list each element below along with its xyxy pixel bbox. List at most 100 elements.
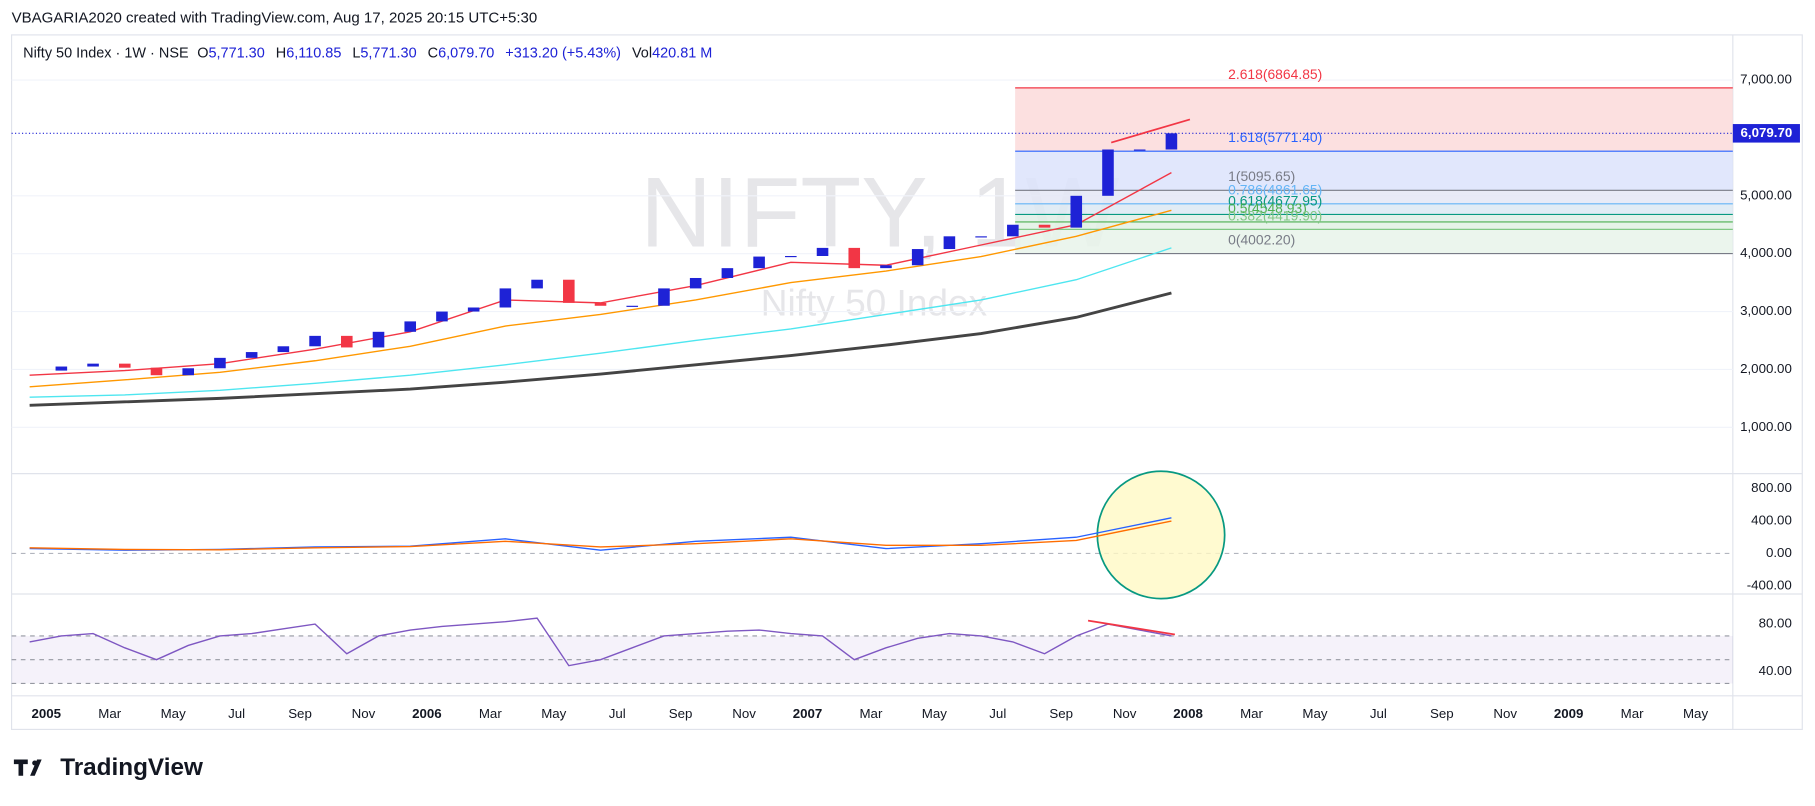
legend: Nifty 50 Index · 1W · NSE O5,771.30 H6,1…	[23, 45, 712, 61]
legend-key: O	[197, 45, 208, 61]
fib-label: 0(4002.20)	[1228, 231, 1295, 247]
candle	[277, 346, 290, 353]
x-tick-label: Jul	[228, 706, 245, 721]
candle	[1133, 149, 1146, 151]
x-tick-label: Jul	[989, 706, 1006, 721]
x-tick-label: Jul	[609, 706, 626, 721]
fib-zone	[1015, 151, 1733, 191]
legend-key: Vol	[632, 45, 652, 61]
y-tick-label: 400.00	[1751, 513, 1792, 528]
candle	[341, 335, 353, 348]
rsi-line	[29, 617, 1172, 667]
legend-value: 6,110.85	[286, 45, 341, 61]
chart-frame	[10, 34, 1803, 731]
candle	[118, 363, 131, 368]
candle	[245, 352, 258, 358]
fib-label: 0.382(4419.90)	[1228, 207, 1322, 223]
legend-symbol: Nifty 50 Index · 1W · NSE	[23, 45, 189, 61]
legend-change: +313.20 (+5.43%)	[505, 45, 621, 61]
candle	[848, 247, 861, 269]
y-tick-label: 0.00	[1766, 545, 1792, 560]
x-tick-label: 2005	[32, 706, 62, 721]
candle	[943, 236, 956, 250]
fib-zone	[1015, 221, 1733, 230]
candle	[467, 307, 480, 312]
legend-key: L	[352, 45, 360, 61]
candle	[721, 268, 734, 278]
y-tick-label: 5,000.00	[1740, 187, 1792, 202]
candle	[563, 279, 575, 303]
trend-line	[1110, 118, 1191, 144]
candle	[975, 236, 987, 238]
legend-value: 5,771.30	[209, 45, 265, 61]
candle	[436, 311, 448, 322]
chart-layer: 7,000.00 5,000.00 4,000.00 3,000.00 2,000.00…	[11, 66, 1800, 721]
logo-icon	[13, 759, 42, 776]
x-tick-label: May	[541, 706, 566, 721]
candle	[1070, 195, 1083, 228]
current-price-box	[1732, 124, 1800, 143]
candle	[911, 249, 924, 266]
candle	[531, 279, 543, 289]
x-tick-label: Sep	[1049, 706, 1073, 721]
x-tick-label: Sep	[1430, 706, 1454, 721]
candle	[404, 321, 417, 332]
x-tick-label: Mar	[479, 706, 502, 721]
x-tick-label: Mar	[98, 706, 121, 721]
candle	[594, 302, 607, 306]
x-tick-label: May	[1683, 706, 1708, 721]
macd-line	[29, 520, 1172, 551]
legend-key: C	[428, 45, 438, 61]
fib-zone	[1015, 190, 1733, 204]
x-tick-label: Sep	[669, 706, 693, 721]
candle	[1038, 224, 1051, 228]
x-tick-label: 2008	[1173, 706, 1203, 721]
logo-text: TradingView	[60, 754, 203, 781]
candle	[880, 265, 892, 269]
credit: VBAGARIA2020 created with TradingView.co…	[12, 10, 538, 27]
fib-zone	[1015, 203, 1733, 215]
legend-key: H	[276, 45, 286, 61]
candle	[55, 366, 68, 371]
candle	[1102, 149, 1114, 196]
x-tick-label: May	[1302, 706, 1327, 721]
fib-label: 0.5(4548.93)	[1228, 200, 1307, 216]
trend-line	[1087, 619, 1176, 636]
y-tick-label: -400.00	[1747, 577, 1792, 592]
candle	[1165, 133, 1178, 150]
x-tick-label: 2007	[793, 706, 823, 721]
legend-value: 420.81 M	[652, 45, 712, 61]
moving-average	[29, 291, 1172, 407]
fib-zone	[1015, 214, 1733, 222]
fib-label: 0.618(4677.95)	[1228, 192, 1322, 208]
candle	[626, 305, 639, 307]
x-tick-label: Jul	[1370, 706, 1387, 721]
candle	[214, 357, 226, 369]
x-tick-label: May	[161, 706, 186, 721]
moving-average	[29, 209, 1172, 388]
rsi-band	[11, 635, 1733, 684]
candle	[309, 335, 321, 347]
x-tick-label: Mar	[1240, 706, 1263, 721]
annotation-circle	[1096, 470, 1226, 600]
x-tick-label: May	[922, 706, 947, 721]
current-price-label: 6,079.70	[1741, 125, 1793, 140]
x-tick-label: Nov	[732, 706, 756, 721]
y-tick-label: 3,000.00	[1740, 303, 1792, 318]
footer-logo: TradingView	[13, 754, 203, 781]
y-tick-label: 7,000.00	[1740, 72, 1792, 87]
y-tick-label: 2,000.00	[1740, 361, 1792, 376]
x-tick-label: Mar	[859, 706, 882, 721]
x-tick-label: Nov	[1113, 706, 1137, 721]
x-tick-label: Nov	[1493, 706, 1517, 721]
logo-icon	[32, 760, 38, 766]
x-tick-label: Sep	[288, 706, 312, 721]
fib-zone	[1015, 229, 1733, 254]
candle	[372, 331, 385, 348]
fib-label: 1.618(5771.40)	[1228, 129, 1322, 145]
fib-zone	[1015, 87, 1733, 152]
x-tick-label: Nov	[352, 706, 376, 721]
legend-value: 6,079.70	[438, 45, 494, 61]
candle	[150, 367, 163, 376]
